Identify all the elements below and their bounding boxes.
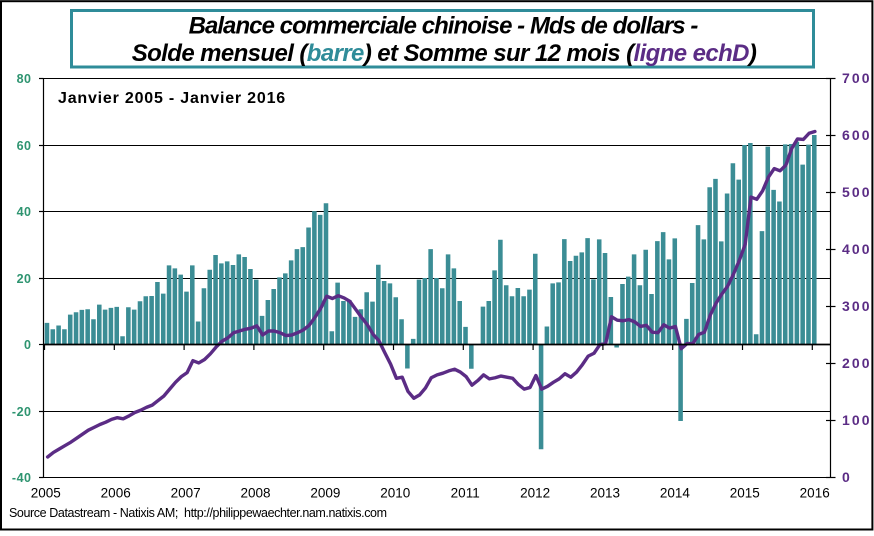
- svg-text:40: 40: [17, 205, 32, 219]
- svg-text:2013: 2013: [590, 486, 620, 501]
- svg-text:700: 700: [842, 70, 872, 86]
- svg-text:-20: -20: [12, 405, 32, 419]
- svg-text:2005: 2005: [31, 486, 61, 501]
- svg-text:Janvier 2005 - Janvier 2016: Janvier 2005 - Janvier 2016: [58, 90, 286, 107]
- svg-text:-40: -40: [12, 471, 32, 485]
- svg-text:Balance commerciale chinoise -: Balance commerciale chinoise - Mds de do…: [189, 13, 699, 40]
- svg-text:400: 400: [842, 241, 872, 257]
- svg-text:300: 300: [842, 298, 872, 314]
- svg-text:Solde mensuel (barre) et Somme: Solde mensuel (barre) et Somme sur 12 mo…: [132, 40, 757, 67]
- svg-text:0: 0: [842, 469, 852, 485]
- svg-text:2010: 2010: [380, 486, 410, 501]
- svg-text:0: 0: [24, 338, 31, 352]
- svg-text:200: 200: [842, 355, 872, 371]
- svg-text:2006: 2006: [101, 486, 131, 501]
- svg-text:2014: 2014: [660, 486, 691, 501]
- svg-text:2011: 2011: [451, 486, 480, 501]
- svg-text:500: 500: [842, 184, 872, 200]
- svg-text:2012: 2012: [520, 486, 550, 501]
- svg-text:100: 100: [842, 412, 872, 428]
- svg-text:Source Datastream - Natixis AM: Source Datastream - Natixis AM; http://p…: [9, 506, 387, 520]
- svg-text:60: 60: [17, 139, 32, 153]
- svg-text:80: 80: [17, 72, 32, 86]
- svg-text:2016: 2016: [800, 486, 830, 501]
- svg-text:2009: 2009: [310, 486, 340, 501]
- svg-text:2008: 2008: [240, 486, 270, 501]
- svg-text:2015: 2015: [730, 486, 760, 501]
- svg-text:20: 20: [17, 272, 32, 286]
- svg-text:600: 600: [842, 127, 872, 143]
- svg-text:2007: 2007: [171, 486, 201, 501]
